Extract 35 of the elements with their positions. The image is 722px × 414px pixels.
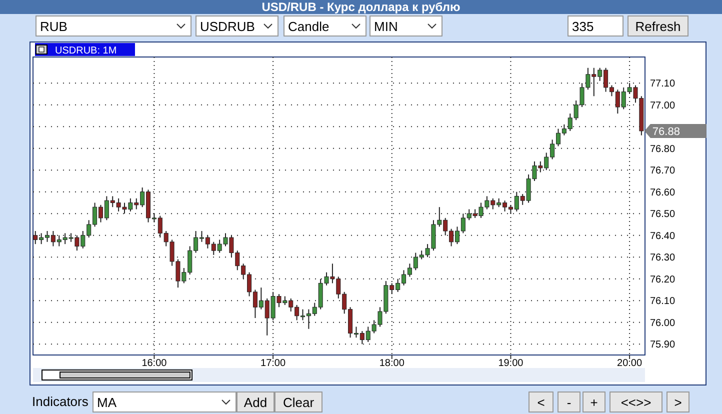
button: Add [236,392,274,412]
dropdown: USDRUB [196,16,278,36]
y-tick-label: 75.90 [650,340,676,351]
button: Refresh [628,16,688,36]
dropdown: MIN [370,16,442,36]
chart-subtitle: USDRUB: 1M [55,46,117,56]
y-tick-label: 76.20 [650,274,676,286]
y-tick-label: 76.00 [650,318,676,329]
chart-title: USD/RUB - Курс доллара к рублю [262,0,460,14]
x-tick-label: 20:00 [617,358,642,369]
text-field: 335 [568,16,624,36]
text: Indicators [32,394,89,409]
y-tick-label: 76.30 [650,252,676,264]
x-tick-label: 18:00 [379,358,405,369]
button: + [582,392,606,412]
y-tick-label: 76.40 [650,230,676,242]
x-tick-label: 17:00 [260,358,286,369]
y-tick-label: 76.10 [650,296,676,308]
button: - [558,392,580,412]
y-tick-label: 76.80 [650,144,676,155]
annotation: 76.88 [652,126,680,138]
y-tick-label: 76.60 [650,187,676,198]
y-tick-label: 76.50 [650,209,676,220]
button: < [528,392,554,412]
y-tick-label: 77.00 [650,100,676,112]
dropdown: RUB [36,16,192,36]
x-tick-label: 16:00 [142,358,168,369]
dropdown: MA [92,392,236,412]
x-tick-label: 19:00 [498,358,524,369]
y-tick-label: 76.70 [650,166,676,177]
button: Clear [274,392,322,412]
button: > [666,392,690,412]
dropdown: Candle [284,16,366,36]
button: <<>> [610,392,662,412]
y-tick-label: 77.10 [650,78,676,90]
